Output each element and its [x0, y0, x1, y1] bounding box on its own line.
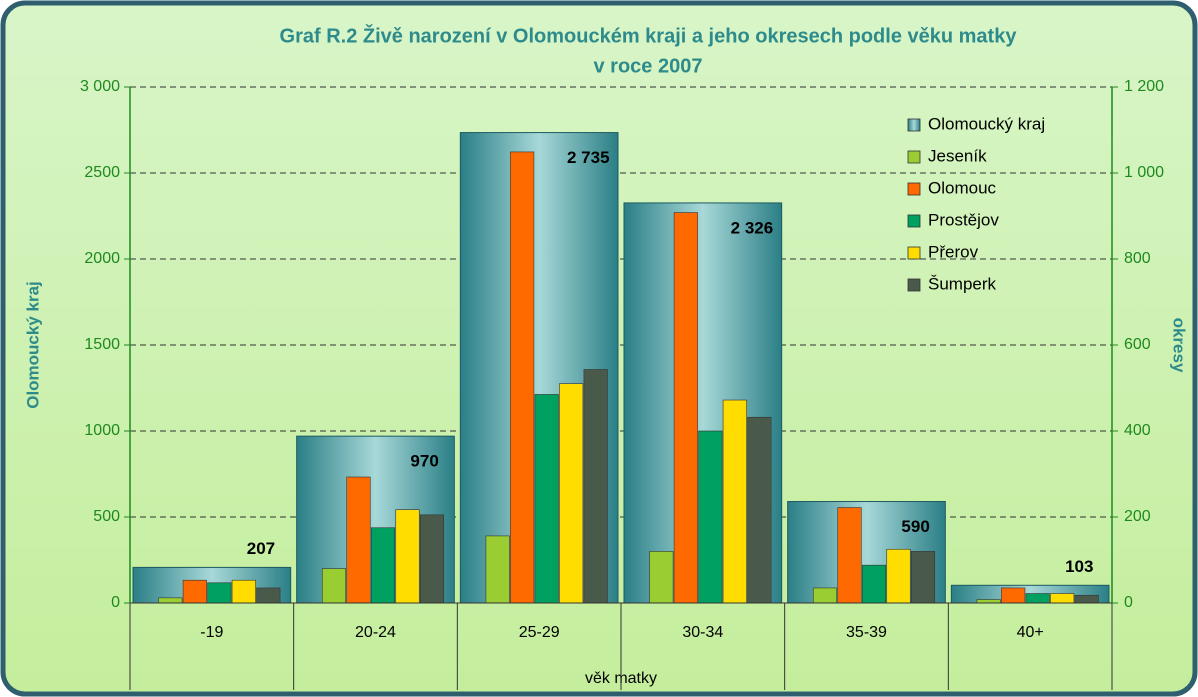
bar: [747, 416, 772, 604]
bar: [370, 527, 396, 604]
legend-swatch: [907, 150, 921, 164]
bar: [395, 509, 420, 604]
legend-label: Jeseník: [928, 146, 987, 165]
bar: [976, 599, 1001, 604]
y2-tick-label: 1 000: [1124, 164, 1164, 181]
bar: [1050, 593, 1075, 604]
legend-label: Olomouc: [928, 178, 997, 197]
x-tick-label: 20-24: [355, 624, 396, 641]
bar: [158, 597, 183, 604]
y2-tick-label: 800: [1124, 250, 1151, 267]
data-label: 2 326: [731, 218, 774, 237]
y-tick-label: 500: [93, 508, 120, 525]
x-tick-label: 35-39: [846, 624, 887, 641]
legend-label: Prostějov: [928, 210, 999, 229]
bar: [698, 430, 723, 604]
legend-swatch: [907, 214, 921, 228]
y2-tick-label: 0: [1124, 594, 1133, 611]
bar: [1074, 594, 1099, 604]
bar: [256, 587, 281, 604]
y-tick-label: 2000: [84, 250, 120, 267]
y-tick-label: 0: [111, 594, 120, 611]
legend-swatch: [907, 182, 921, 196]
y-tick-label: 1500: [84, 336, 120, 353]
y-tick-label: 1000: [84, 422, 120, 439]
legend-swatch: [907, 118, 921, 132]
bar: [182, 579, 207, 604]
bar: [910, 551, 936, 604]
bar: [583, 369, 608, 604]
y2-tick-label: 1 200: [1124, 78, 1164, 95]
x-tick-label: -19: [200, 624, 223, 641]
bar: [346, 476, 371, 604]
bar: [510, 151, 535, 604]
y-tick-label: 3 000: [80, 78, 120, 95]
bar: [837, 507, 862, 604]
legend-label: Přerov: [928, 242, 979, 261]
bar: [886, 548, 911, 604]
y2-tick-label: 200: [1124, 508, 1151, 525]
legend-swatch: [907, 246, 921, 260]
chart-title: Graf R.2 Živě narození v Olomouckém kraj…: [280, 23, 1018, 47]
y2-tick-label: 400: [1124, 422, 1151, 439]
chart-title: v roce 2007: [594, 55, 703, 77]
bar: [559, 383, 584, 604]
bar: [812, 587, 838, 604]
bar: [722, 399, 747, 604]
y2-tick-label: 600: [1124, 336, 1151, 353]
data-label: 2 735: [567, 148, 610, 167]
bar: [419, 514, 445, 604]
legend-swatch: [907, 278, 921, 292]
y-tick-label: 2500: [84, 164, 120, 181]
data-label: 103: [1065, 557, 1093, 576]
bar: [673, 212, 698, 604]
y-axis-title: Olomoucký kraj: [23, 281, 42, 409]
bar: [861, 564, 887, 604]
bar: [649, 551, 674, 604]
legend-label: Olomoucký kraj: [928, 114, 1045, 133]
x-tick-label: 30-34: [682, 624, 723, 641]
bar: [1001, 587, 1026, 604]
data-label: 207: [247, 539, 275, 558]
bar: [207, 582, 232, 604]
data-label: 970: [410, 452, 438, 471]
bar: [534, 394, 559, 604]
bar: [1025, 593, 1050, 604]
bar: [231, 579, 256, 604]
data-label: 590: [901, 517, 929, 536]
bar: [321, 568, 347, 604]
x-tick-label: 25-29: [519, 624, 560, 641]
x-tick-label: 40+: [1017, 624, 1044, 641]
y2-axis-title: okresy: [1170, 318, 1189, 373]
bar: [485, 535, 510, 604]
legend-label: Šumperk: [928, 274, 997, 293]
